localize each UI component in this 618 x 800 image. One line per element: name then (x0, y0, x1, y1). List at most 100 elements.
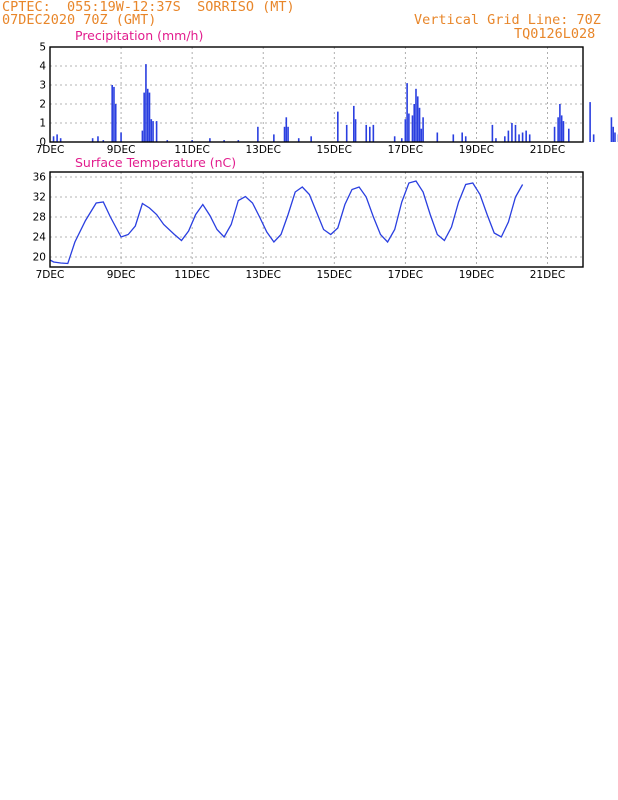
precip-bar (102, 140, 105, 142)
panel-title: Surface Temperature (nC) (75, 155, 236, 170)
precip-bar (369, 126, 371, 142)
precip-bar (120, 132, 122, 142)
x-tick-label: 11DEC (174, 269, 209, 281)
precip-bar (411, 115, 414, 142)
precip-bar (237, 140, 240, 142)
precip-bar (418, 107, 421, 142)
precip-bar (406, 83, 408, 142)
x-tick-label: 21DEC (530, 269, 565, 281)
precip-bar (223, 140, 225, 142)
precip-bar (155, 121, 158, 142)
precip-bar (461, 132, 463, 142)
precip-bar (287, 126, 289, 142)
y-tick-label: 1 (39, 118, 46, 130)
series-line (49, 180, 524, 265)
precip-bar (614, 132, 616, 142)
precip-bar (560, 115, 563, 142)
precip-bar (589, 102, 591, 142)
y-tick-label: 36 (33, 172, 47, 184)
x-tick-label: 19DEC (459, 269, 494, 281)
precip-bar (372, 124, 375, 142)
precip-bar (337, 111, 339, 142)
precip-bar (345, 124, 348, 142)
precip-bar (452, 134, 455, 142)
precip-bar (562, 121, 565, 142)
precip-bar (518, 134, 520, 142)
header-right-line2: TQ0126L028 (514, 26, 596, 42)
precip-bar (404, 119, 407, 142)
x-tick-label: 7DEC (36, 144, 65, 156)
y-tick-label: 4 (39, 61, 46, 73)
x-tick-label: 15DEC (317, 144, 352, 156)
precip-bar (507, 130, 510, 142)
precip-bar (436, 132, 439, 142)
precip-bar (166, 140, 169, 142)
precip-bar (408, 113, 410, 142)
y-tick-label: 24 (33, 232, 47, 244)
precip-bar (59, 138, 62, 142)
precip-bar (521, 132, 524, 142)
precip-bar (209, 138, 211, 142)
precip-bar (393, 136, 396, 142)
precip-bar (56, 134, 58, 142)
precip-bar (273, 134, 275, 142)
y-tick-label: 20 (33, 252, 46, 264)
plot-frame (49, 171, 584, 268)
y-tick-label: 2 (39, 99, 46, 111)
precip-bar (610, 117, 613, 142)
y-tick-label: 5 (39, 42, 46, 54)
precip-bar (416, 96, 419, 142)
precip-bar (143, 92, 145, 142)
precip-bar (150, 119, 153, 142)
y-tick-label: 28 (33, 212, 46, 224)
precip-bar (422, 117, 424, 142)
precip-bar (567, 128, 570, 142)
precip-bar (113, 86, 115, 142)
precip-bar (525, 130, 527, 142)
precip-bar (415, 88, 417, 142)
y-tick-label: 32 (33, 192, 46, 204)
precip-bar (148, 92, 151, 142)
panel-title: Precipitation (mm/h) (75, 28, 203, 43)
precip-bar (464, 136, 467, 142)
precip-bar (141, 130, 144, 142)
precip-bar (557, 117, 559, 142)
precip-bar (297, 138, 300, 142)
precip-bar (152, 121, 154, 142)
precip-bar (612, 126, 615, 142)
precip-bar (285, 117, 288, 142)
precip-bar (283, 126, 286, 142)
precip-bar (413, 104, 416, 142)
x-tick-label: 13DEC (245, 269, 280, 281)
panel-2: 20 24 28 32 36 7DEC 9DEC 11DEC 13DEC 15DEC 17DEC 19… (33, 155, 584, 281)
x-tick-label: 9DEC (107, 144, 136, 156)
header-left-line1: CPTEC: 055:19W-12:37S SORRISO (MT) (2, 0, 295, 15)
precip-bar (353, 105, 355, 142)
precip-bar (52, 136, 55, 142)
precip-bar (528, 134, 531, 142)
precip-bar (514, 124, 517, 142)
precip-bar (257, 126, 259, 142)
x-tick-label: 11DEC (174, 144, 209, 156)
x-tick-label: 17DEC (388, 269, 423, 281)
plot-frame (49, 46, 584, 143)
precip-bar (146, 88, 149, 142)
precip-bar (310, 136, 312, 142)
x-tick-label: 15DEC (317, 269, 352, 281)
x-tick-label: 13DEC (245, 144, 280, 156)
precip-bar (495, 138, 497, 142)
precip-bar (420, 128, 423, 142)
x-tick-label: 9DEC (107, 269, 136, 281)
x-tick-label: 21DEC (530, 144, 565, 156)
y-tick-label: 3 (39, 80, 46, 92)
precip-bar (365, 124, 368, 142)
precip-bar (592, 134, 595, 142)
precip-bar (491, 124, 494, 142)
precip-bar (559, 104, 561, 142)
precip-bar (553, 126, 556, 142)
panel-1: 0 1 2 3 4 5 7DEC 9DEC 11DEC 13DEC 15DEC 17DEC 19DEC 2… (36, 28, 618, 156)
header-left-line2: 07DEC2020 70Z (GMT) (2, 12, 157, 28)
y-tick-label: 0 (39, 137, 46, 149)
precip-bar (504, 136, 506, 142)
x-tick-label: 19DEC (459, 144, 494, 156)
